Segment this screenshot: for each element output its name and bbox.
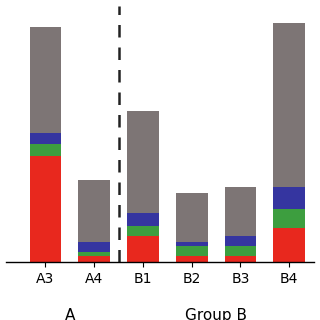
Bar bbox=[29, 144, 61, 156]
Bar bbox=[273, 187, 305, 209]
Bar bbox=[225, 246, 256, 256]
Bar bbox=[78, 252, 110, 256]
Bar bbox=[225, 256, 256, 262]
Bar bbox=[29, 27, 61, 133]
Bar bbox=[225, 236, 256, 246]
Bar bbox=[176, 256, 208, 262]
Bar bbox=[78, 180, 110, 242]
Bar bbox=[273, 228, 305, 262]
Bar bbox=[176, 242, 208, 246]
Bar bbox=[273, 23, 305, 187]
Bar bbox=[29, 133, 61, 144]
Bar bbox=[127, 226, 159, 236]
Bar bbox=[29, 156, 61, 262]
Bar bbox=[127, 111, 159, 213]
Text: A: A bbox=[65, 308, 75, 320]
Bar bbox=[225, 187, 256, 236]
Text: Group B: Group B bbox=[185, 308, 247, 320]
Bar bbox=[127, 236, 159, 262]
Bar bbox=[78, 242, 110, 252]
Bar bbox=[273, 209, 305, 228]
Bar bbox=[176, 193, 208, 242]
Bar bbox=[176, 246, 208, 256]
Bar bbox=[127, 213, 159, 226]
Bar bbox=[78, 256, 110, 262]
